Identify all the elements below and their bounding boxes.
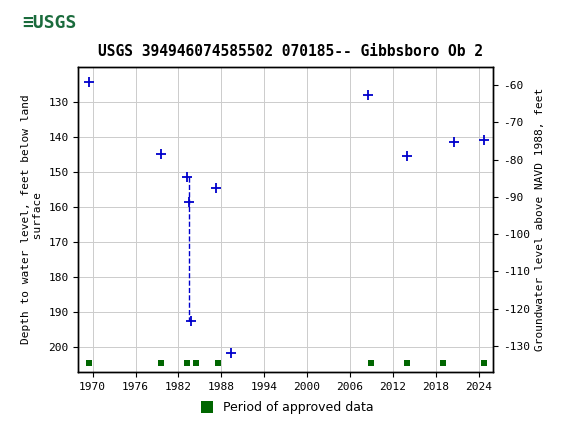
Y-axis label: Depth to water level, feet below land
 surface: Depth to water level, feet below land su…	[21, 95, 43, 344]
Y-axis label: Groundwater level above NAVD 1988, feet: Groundwater level above NAVD 1988, feet	[535, 88, 545, 351]
Bar	[3, 3, 93, 42]
Legend: Period of approved data: Period of approved data	[193, 396, 379, 419]
Text: USGS 394946074585502 070185-- Gibbsboro Ob 2: USGS 394946074585502 070185-- Gibbsboro …	[97, 44, 483, 59]
Text: ≡USGS: ≡USGS	[22, 14, 77, 31]
